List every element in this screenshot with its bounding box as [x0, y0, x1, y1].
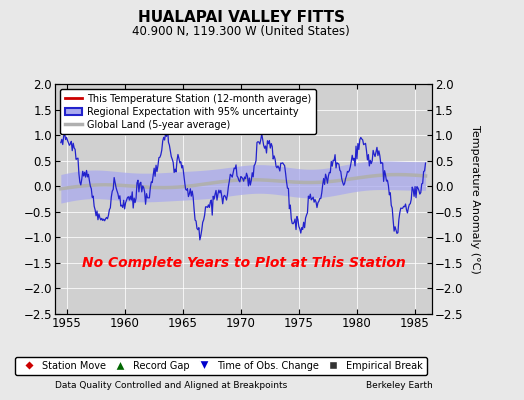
Text: No Complete Years to Plot at This Station: No Complete Years to Plot at This Statio… — [82, 256, 406, 270]
Y-axis label: Temperature Anomaly (°C): Temperature Anomaly (°C) — [470, 125, 480, 273]
Text: Berkeley Earth: Berkeley Earth — [366, 381, 432, 390]
Legend: Station Move, Record Gap, Time of Obs. Change, Empirical Break: Station Move, Record Gap, Time of Obs. C… — [16, 357, 427, 375]
Text: Data Quality Controlled and Aligned at Breakpoints: Data Quality Controlled and Aligned at B… — [55, 381, 287, 390]
Text: HUALAPAI VALLEY FITTS: HUALAPAI VALLEY FITTS — [137, 10, 345, 25]
Text: 40.900 N, 119.300 W (United States): 40.900 N, 119.300 W (United States) — [132, 25, 350, 38]
